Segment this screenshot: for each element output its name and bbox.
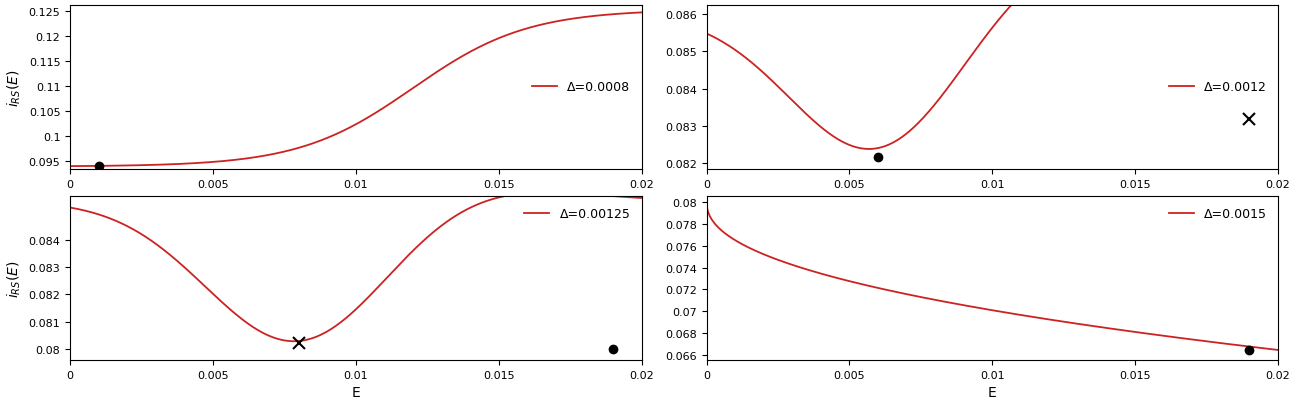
Legend: Δ=0.0012: Δ=0.0012 <box>1164 76 1271 99</box>
Y-axis label: $i_{RS}(E)$: $i_{RS}(E)$ <box>5 69 23 106</box>
Legend: Δ=0.0008: Δ=0.0008 <box>527 76 635 99</box>
Legend: Δ=0.0015: Δ=0.0015 <box>1164 202 1271 226</box>
Y-axis label: $i_{RS}(E)$: $i_{RS}(E)$ <box>5 260 23 297</box>
Legend: Δ=0.00125: Δ=0.00125 <box>520 202 635 226</box>
X-axis label: E: E <box>988 386 997 399</box>
X-axis label: E: E <box>351 386 360 399</box>
